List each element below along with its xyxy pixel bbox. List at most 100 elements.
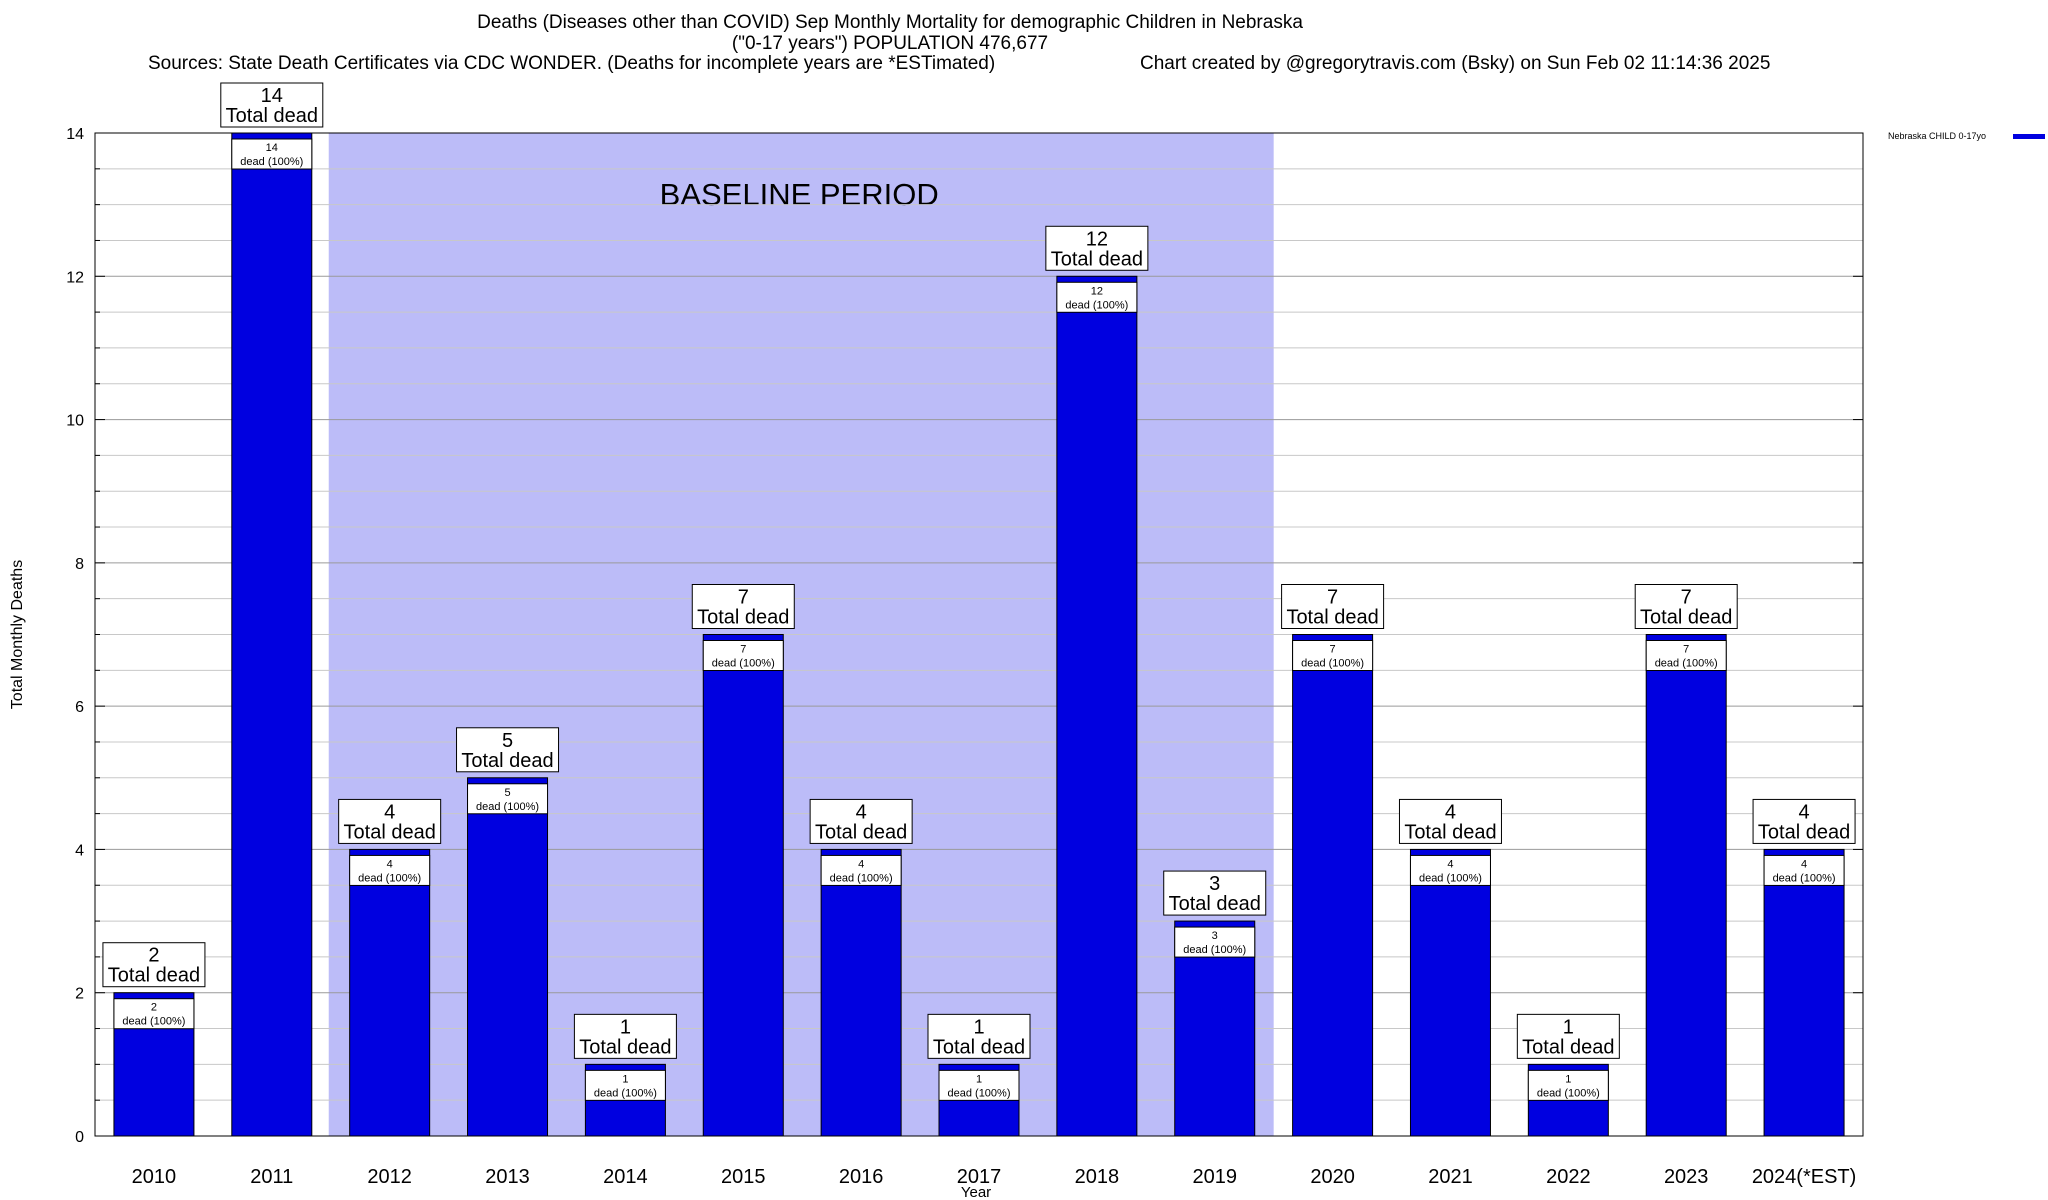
bar-total-text-label: Total dead [108, 965, 200, 987]
y-tick-label: 6 [75, 699, 84, 716]
y-tick-label: 2 [75, 986, 84, 1003]
bar-total-label-box [1398, 798, 1502, 844]
bar-total-text-label: Total dead [1522, 1036, 1614, 1058]
bar [467, 777, 549, 1137]
bar-inner-value-label: 4 [1801, 858, 1807, 870]
x-tick-label: 2019 [1192, 1166, 1237, 1188]
bar-inner-value-label: 12 [1091, 285, 1103, 297]
bar [231, 132, 313, 1137]
bar-total-value-label: 4 [1799, 801, 1810, 823]
bar-inner-percent-label: dead (100%) [122, 1016, 185, 1028]
bar-total-text-label: Total dead [1404, 821, 1496, 843]
bar-inner-label-box [820, 854, 902, 886]
bar [1056, 275, 1138, 1137]
bar-inner-value-label: 7 [1683, 644, 1689, 656]
bar [1292, 634, 1374, 1137]
bar-inner-label-box [584, 1069, 666, 1101]
bar-total-value-label: 1 [620, 1016, 631, 1038]
bar-total-value-label: 4 [1445, 801, 1456, 823]
x-tick-label: 2018 [1075, 1166, 1120, 1188]
x-tick-label: 2021 [1428, 1166, 1473, 1188]
bar-total-text-label: Total dead [815, 821, 907, 843]
bar-total-text-label: Total dead [933, 1036, 1025, 1058]
bar-inner-percent-label: dead (100%) [1655, 658, 1718, 670]
x-tick-label: 2010 [132, 1166, 177, 1188]
y-tick-label: 0 [75, 1129, 84, 1146]
legend-label: Nebraska CHILD 0-17yo [1888, 131, 1987, 141]
bar-inner-value-label: 4 [858, 858, 864, 870]
bar-total-text-label: Total dead [1169, 893, 1261, 915]
bar-inner-value-label: 2 [151, 1002, 157, 1014]
bar-inner-value-label: 1 [976, 1073, 982, 1085]
y-axis-title: Total Monthly Deaths [9, 560, 26, 709]
bar-total-label-box [338, 798, 442, 844]
bar-inner-value-label: 5 [504, 787, 510, 799]
bar-total-label-box [691, 584, 795, 629]
bar-total-label-box [220, 82, 324, 128]
bar-inner-percent-label: dead (100%) [1419, 872, 1482, 884]
bar-inner-label-box [231, 138, 313, 170]
bar-inner-label-box [1409, 854, 1491, 886]
bar-inner-label-box [1056, 281, 1138, 313]
bar-total-label-box [1163, 870, 1267, 916]
bar-inner-percent-label: dead (100%) [712, 658, 775, 670]
x-tick-label: 2022 [1546, 1166, 1591, 1188]
bar-inner-percent-label: dead (100%) [948, 1087, 1011, 1099]
bar-inner-value-label: 4 [387, 858, 393, 870]
bar [1763, 848, 1845, 1137]
bar-inner-value-label: 4 [1447, 858, 1453, 870]
legend-swatch [2013, 134, 2045, 139]
x-tick-label: 2016 [839, 1166, 884, 1188]
y-tick-label: 8 [75, 556, 84, 573]
x-tick-label: 2017 [957, 1166, 1002, 1188]
bar-inner-value-label: 1 [1565, 1073, 1571, 1085]
bar-total-label-box [573, 1013, 677, 1059]
bar-total-label-box [456, 727, 560, 773]
bar-inner-value-label: 3 [1212, 930, 1218, 942]
bar-inner-value-label: 7 [1330, 644, 1336, 656]
y-tick-label: 10 [66, 413, 84, 430]
bar-total-value-label: 7 [738, 587, 749, 609]
bar-total-value-label: 7 [1681, 587, 1692, 609]
bar [702, 634, 784, 1137]
x-axis-title: Year [961, 1184, 991, 1200]
bar-inner-percent-label: dead (100%) [358, 872, 421, 884]
bar-total-value-label: 1 [973, 1016, 984, 1038]
bar-total-label-box [1281, 584, 1385, 629]
bar-inner-percent-label: dead (100%) [1065, 299, 1128, 311]
bar [820, 848, 902, 1137]
x-tick-label: 2012 [367, 1166, 412, 1188]
bar-inner-label-box [1527, 1069, 1609, 1101]
bar-total-value-label: 14 [261, 85, 283, 107]
bar-total-value-label: 1 [1563, 1016, 1574, 1038]
bar-inner-label-box [1292, 640, 1374, 671]
bar-total-label-box [809, 798, 913, 844]
bar-total-text-label: Total dead [1051, 248, 1143, 270]
bar-total-text-label: Total dead [579, 1036, 671, 1058]
baseline-period-label: BASELINE PERIOD [660, 177, 939, 212]
bar-inner-label-box [467, 783, 549, 815]
x-tick-label: 2015 [721, 1166, 766, 1188]
bar-total-label-box [927, 1013, 1031, 1059]
bar-total-value-label: 5 [502, 730, 513, 752]
bar-inner-label-box [702, 640, 784, 671]
y-tick-label: 14 [66, 126, 84, 143]
bar-total-label-box [102, 942, 206, 988]
bar-total-label-box [1634, 584, 1738, 629]
chart-subtitle: ("0-17 years") POPULATION 476,677 [731, 33, 1049, 54]
bar-total-value-label: 4 [856, 801, 867, 823]
bar-inner-percent-label: dead (100%) [1301, 658, 1364, 670]
chart-sources: Sources: State Death Certificates via CD… [148, 53, 996, 74]
x-tick-label: 2024(*EST) [1752, 1166, 1857, 1188]
bar-total-text-label: Total dead [1758, 821, 1850, 843]
bar-total-text-label: Total dead [461, 750, 553, 772]
x-tick-label: 2023 [1664, 1166, 1709, 1188]
bar-inner-label-box [1174, 926, 1256, 958]
bar-total-text-label: Total dead [344, 821, 436, 843]
bar-inner-value-label: 14 [266, 142, 278, 154]
bar-inner-label-box [1763, 854, 1845, 886]
chart-credit: Chart created by @gregorytravis.com (Bsk… [1140, 53, 1771, 74]
bar-inner-percent-label: dead (100%) [1183, 944, 1246, 956]
bar-inner-percent-label: dead (100%) [1773, 872, 1836, 884]
bar-inner-label-box [1645, 640, 1727, 671]
